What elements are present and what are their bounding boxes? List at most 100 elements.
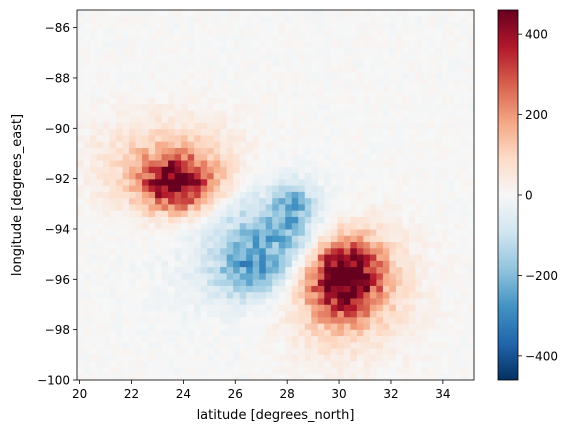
heatmap-cell bbox=[454, 104, 462, 111]
heatmap-cell bbox=[428, 229, 436, 237]
heatmap-cell bbox=[350, 97, 358, 105]
heatmap-cell bbox=[356, 348, 364, 356]
heatmap-cell bbox=[408, 91, 417, 99]
heatmap-cell bbox=[142, 354, 150, 362]
heatmap-cell bbox=[363, 110, 371, 118]
heatmap-cell bbox=[382, 116, 390, 124]
heatmap-cell bbox=[343, 10, 351, 17]
heatmap-cell bbox=[402, 336, 410, 343]
heatmap-cell bbox=[350, 110, 358, 118]
heatmap-cell bbox=[467, 260, 475, 268]
heatmap-cell bbox=[103, 311, 111, 318]
heatmap-cell bbox=[460, 185, 469, 193]
heatmap-cell bbox=[369, 267, 377, 274]
heatmap-cell bbox=[298, 292, 306, 300]
heatmap-cell bbox=[148, 216, 156, 224]
heatmap-cell bbox=[155, 179, 163, 187]
heatmap-cell bbox=[200, 235, 208, 243]
heatmap-cell bbox=[467, 204, 475, 212]
heatmap-cell bbox=[428, 85, 436, 93]
heatmap-cell bbox=[447, 173, 456, 180]
heatmap-cell bbox=[408, 122, 417, 130]
heatmap-cell bbox=[415, 242, 423, 249]
heatmap-cell bbox=[278, 173, 286, 180]
heatmap-cell bbox=[389, 22, 397, 30]
heatmap-cell bbox=[116, 166, 124, 174]
heatmap-cell bbox=[343, 16, 351, 24]
heatmap-cell bbox=[213, 135, 221, 143]
heatmap-cell bbox=[239, 248, 247, 256]
heatmap-cell bbox=[395, 154, 404, 162]
heatmap-cell bbox=[285, 166, 293, 174]
heatmap-cell bbox=[389, 354, 397, 362]
heatmap-cell bbox=[233, 116, 241, 124]
heatmap-cell bbox=[265, 317, 273, 325]
heatmap-cell bbox=[207, 223, 215, 231]
heatmap-cell bbox=[447, 41, 456, 49]
heatmap-cell bbox=[395, 242, 404, 249]
heatmap-cell bbox=[142, 317, 150, 325]
heatmap-cell bbox=[142, 97, 150, 105]
heatmap-cell bbox=[285, 85, 293, 93]
heatmap-cell bbox=[428, 367, 436, 375]
heatmap-cell bbox=[168, 279, 176, 287]
heatmap-cell bbox=[116, 354, 124, 362]
heatmap-cell bbox=[155, 198, 163, 206]
heatmap-cell bbox=[272, 348, 280, 356]
heatmap-cell bbox=[454, 254, 462, 262]
heatmap-cell bbox=[291, 323, 299, 331]
heatmap-cell bbox=[285, 22, 293, 30]
heatmap-cell bbox=[460, 367, 469, 375]
heatmap-cell bbox=[415, 179, 423, 187]
heatmap-cell bbox=[103, 35, 111, 42]
heatmap-cell bbox=[330, 191, 338, 199]
heatmap-cell bbox=[142, 248, 150, 256]
heatmap-cell bbox=[77, 166, 85, 174]
heatmap-cell bbox=[252, 348, 260, 356]
heatmap-cell bbox=[285, 354, 293, 362]
heatmap-cell bbox=[376, 229, 384, 237]
heatmap-cell bbox=[181, 311, 189, 318]
heatmap-cell bbox=[142, 348, 150, 356]
heatmap-cell bbox=[233, 204, 241, 212]
heatmap-cell bbox=[213, 60, 221, 68]
heatmap-cell bbox=[408, 97, 417, 105]
heatmap-cell bbox=[194, 154, 202, 162]
heatmap-cell bbox=[220, 173, 228, 180]
heatmap-cell bbox=[395, 235, 404, 243]
heatmap-cell bbox=[90, 317, 98, 325]
heatmap-cell bbox=[389, 210, 397, 218]
heatmap-cell bbox=[467, 104, 475, 111]
heatmap-cell bbox=[324, 147, 332, 155]
heatmap-cell bbox=[304, 254, 312, 262]
heatmap-cell bbox=[187, 147, 195, 155]
heatmap-cell bbox=[259, 66, 267, 74]
heatmap-cell bbox=[304, 235, 312, 243]
heatmap-cell bbox=[304, 47, 312, 55]
heatmap-cell bbox=[337, 160, 345, 168]
heatmap-cell bbox=[330, 254, 338, 262]
heatmap-cell bbox=[428, 122, 436, 130]
heatmap-cell bbox=[467, 317, 475, 325]
heatmap-cell bbox=[161, 267, 169, 274]
heatmap-cell bbox=[77, 329, 85, 337]
heatmap-cell bbox=[317, 367, 325, 375]
heatmap-cell bbox=[298, 72, 306, 80]
heatmap-cell bbox=[376, 210, 384, 218]
heatmap-cell bbox=[194, 191, 202, 199]
heatmap-cell bbox=[142, 235, 150, 243]
heatmap-cell bbox=[96, 223, 104, 231]
heatmap-cell bbox=[187, 298, 195, 306]
heatmap-cell bbox=[467, 223, 475, 231]
heatmap-cell bbox=[376, 154, 384, 162]
heatmap-cell bbox=[252, 342, 260, 350]
heatmap-cell bbox=[103, 361, 111, 369]
heatmap-cell bbox=[337, 223, 345, 231]
heatmap-cell bbox=[389, 373, 397, 381]
heatmap-cell bbox=[317, 116, 325, 124]
heatmap-cell bbox=[174, 185, 182, 193]
heatmap-cell bbox=[369, 254, 377, 262]
heatmap-cell bbox=[317, 104, 325, 111]
heatmap-cell bbox=[369, 279, 377, 287]
heatmap-cell bbox=[90, 242, 98, 249]
